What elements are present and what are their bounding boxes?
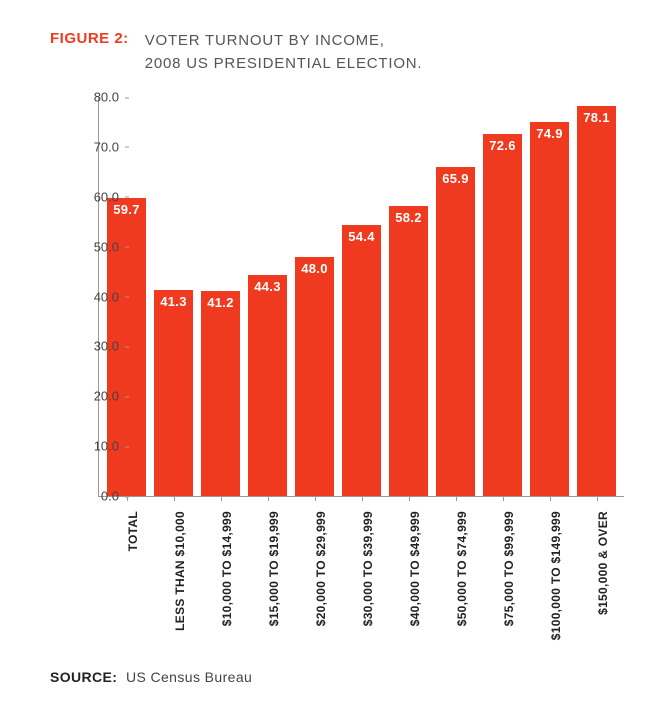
bar-value-label: 74.9 — [530, 126, 569, 141]
bar-value-label: 48.0 — [295, 261, 334, 276]
bar-value-label: 72.6 — [483, 138, 522, 153]
bar-slot: 78.1 — [573, 97, 620, 496]
x-label: $40,000 TO $49,999 — [408, 511, 422, 626]
y-tick: 10.0 — [85, 439, 119, 454]
y-tick: 0.0 — [85, 489, 119, 504]
bar-slot: 54.4 — [338, 97, 385, 496]
bar-slot: 58.2 — [385, 97, 432, 496]
bar-slot: 48.0 — [291, 97, 338, 496]
x-label-slot: $150,000 & OVER — [573, 505, 620, 655]
figure-title: VOTER TURNOUT BY INCOME, 2008 US PRESIDE… — [145, 30, 423, 75]
x-label: $20,000 TO $29,999 — [314, 511, 328, 626]
bar-slot: 44.3 — [244, 97, 291, 496]
bar: 41.2 — [201, 291, 240, 496]
x-label: LESS THAN $10,000 — [173, 511, 187, 631]
bar-value-label: 58.2 — [389, 210, 428, 225]
bar-value-label: 78.1 — [577, 110, 616, 125]
figure-label: FIGURE 2: — [50, 30, 129, 47]
x-label-slot: $30,000 TO $39,999 — [337, 505, 384, 655]
x-label-slot: $75,000 TO $99,999 — [479, 505, 526, 655]
bar: 74.9 — [530, 122, 569, 496]
y-tick: 20.0 — [85, 389, 119, 404]
bar: 48.0 — [295, 257, 334, 496]
bar: 44.3 — [248, 275, 287, 496]
bar-slot: 74.9 — [526, 97, 573, 496]
x-label: $10,000 TO $14,999 — [220, 511, 234, 626]
figure-title-line1: VOTER TURNOUT BY INCOME, — [145, 32, 385, 49]
bar-value-label: 54.4 — [342, 229, 381, 244]
bar: 41.3 — [154, 290, 193, 496]
bar-value-label: 41.3 — [154, 294, 193, 309]
x-label: $15,000 TO $19,999 — [267, 511, 281, 626]
bar-value-label: 41.2 — [201, 295, 240, 310]
source-value: US Census Bureau — [126, 669, 252, 685]
bar-slot: 41.2 — [197, 97, 244, 496]
source-line: SOURCE: US Census Bureau — [50, 669, 634, 685]
x-label: TOTAL — [126, 511, 140, 551]
y-tick: 30.0 — [85, 339, 119, 354]
figure-container: FIGURE 2: VOTER TURNOUT BY INCOME, 2008 … — [0, 0, 664, 714]
x-label: $50,000 TO $74,999 — [455, 511, 469, 626]
plot-region: 59.7 41.3 41.2 44.3 48.0 54.4 58.2 65.9 72.6 74.9… — [98, 97, 624, 497]
x-label: $150,000 & OVER — [596, 511, 610, 615]
bar-value-label: 65.9 — [436, 171, 475, 186]
source-label: SOURCE: — [50, 669, 117, 685]
chart-area: 59.7 41.3 41.2 44.3 48.0 54.4 58.2 65.9 72.6 74.9… — [72, 97, 624, 497]
x-label-slot: LESS THAN $10,000 — [149, 505, 196, 655]
x-axis-labels: TOTAL LESS THAN $10,000 $10,000 TO $14,999… — [98, 505, 624, 655]
figure-title-line2: 2008 US PRESIDENTIAL ELECTION. — [145, 55, 423, 72]
bar-slot: 72.6 — [479, 97, 526, 496]
bar-value-label: 59.7 — [107, 202, 146, 217]
x-label: $75,000 TO $99,999 — [502, 511, 516, 626]
bar-slot: 65.9 — [432, 97, 479, 496]
bar-value-label: 44.3 — [248, 279, 287, 294]
bar: 72.6 — [483, 134, 522, 496]
bars-container: 59.7 41.3 41.2 44.3 48.0 54.4 58.2 65.9 72.6 74.9… — [99, 97, 624, 496]
bar: 58.2 — [389, 206, 428, 496]
x-label: $100,000 TO $149,999 — [549, 511, 563, 640]
x-label-slot: $50,000 TO $74,999 — [432, 505, 479, 655]
x-label-slot: $20,000 TO $29,999 — [290, 505, 337, 655]
y-tick: 60.0 — [85, 189, 119, 204]
y-tick: 80.0 — [85, 90, 119, 105]
x-label: $30,000 TO $39,999 — [361, 511, 375, 626]
x-label-slot: TOTAL — [102, 505, 149, 655]
x-label-slot: $15,000 TO $19,999 — [243, 505, 290, 655]
y-tick: 40.0 — [85, 289, 119, 304]
bar: 65.9 — [436, 167, 475, 496]
x-label-slot: $40,000 TO $49,999 — [385, 505, 432, 655]
x-label-slot: $100,000 TO $149,999 — [526, 505, 573, 655]
y-tick: 50.0 — [85, 239, 119, 254]
x-label-slot: $10,000 TO $14,999 — [196, 505, 243, 655]
bar-slot: 41.3 — [150, 97, 197, 496]
bar: 54.4 — [342, 225, 381, 496]
bar: 78.1 — [577, 106, 616, 496]
y-tick: 70.0 — [85, 139, 119, 154]
figure-header: FIGURE 2: VOTER TURNOUT BY INCOME, 2008 … — [50, 30, 634, 75]
